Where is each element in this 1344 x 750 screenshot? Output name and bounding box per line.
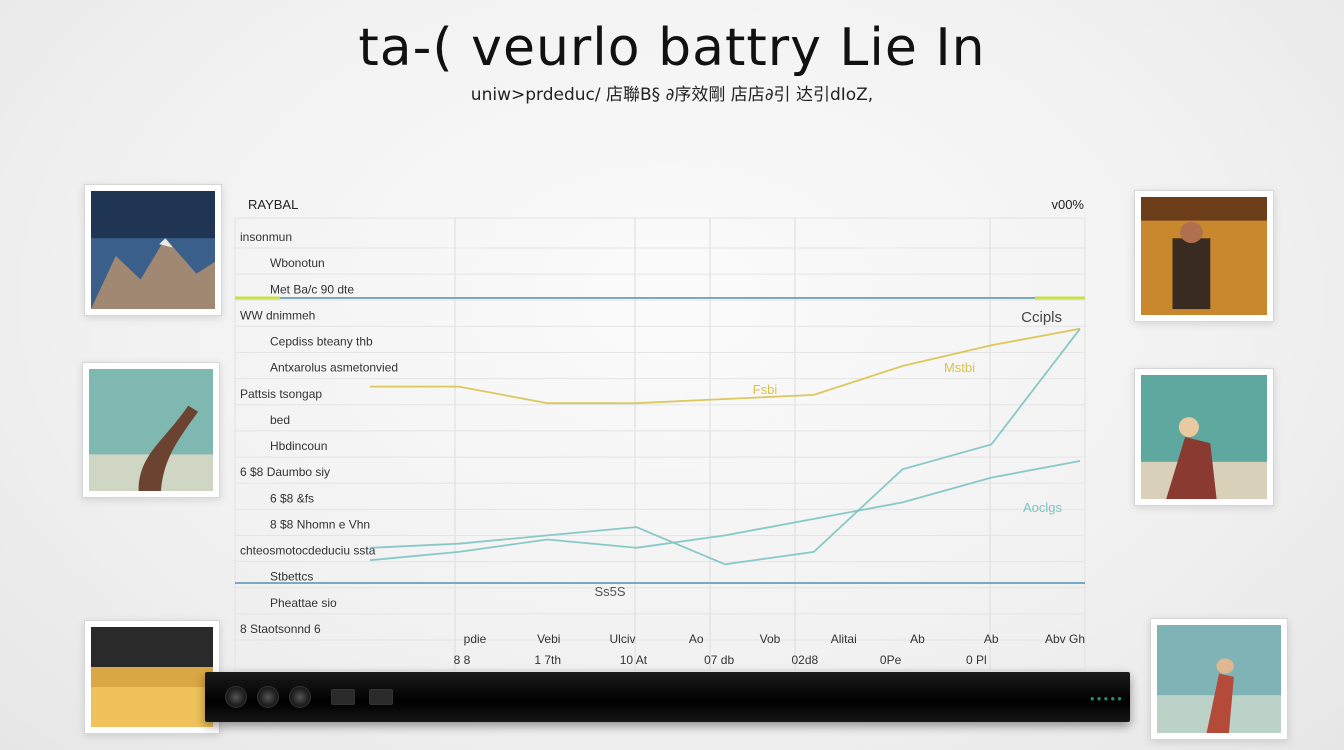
x-axis-labels: pdie Vebi Ulciv Ao Vob Alitai Ab Ab Abv Gh 8 8 1 7… — [454, 632, 1085, 667]
row-labels: insonmun Wbonotun Met Ba/c 90 dte WW dnimme… — [240, 230, 398, 636]
x-tick-label: Ab — [984, 632, 999, 646]
thumbnail-right-3[interactable] — [1150, 618, 1288, 740]
chart-annotation: Ss5S — [594, 584, 625, 599]
chart-series — [369, 327, 1081, 566]
x-tick-label: Ab — [910, 632, 925, 646]
x-tick-label: Vebi — [537, 632, 560, 646]
row-label: Pheattae sio — [270, 596, 337, 610]
chart-annotation: Fsbi — [753, 382, 778, 397]
chart-grid — [234, 217, 1086, 671]
row-label: 6 $8 Daumbo siy — [240, 465, 330, 479]
thumbnail-art — [1141, 375, 1267, 499]
x-value-label: 07 db — [704, 653, 734, 667]
series-line — [369, 328, 1081, 566]
page-title: ta-( veurlo battry Lie In — [358, 18, 986, 78]
thumbnail-art — [89, 369, 213, 491]
thumbnail-left-3[interactable] — [84, 620, 220, 734]
row-label: Hbdincoun — [270, 439, 327, 453]
series-line — [369, 460, 1081, 562]
chart-frame — [234, 217, 1086, 671]
port-icon — [289, 686, 311, 708]
usb-port-icon — [369, 689, 393, 705]
thumbnail-art — [1157, 625, 1281, 733]
port-icon — [225, 686, 247, 708]
x-tick-label: Ulciv — [610, 632, 636, 646]
row-label: 8 Staotsonnd 6 — [240, 622, 321, 636]
series-line — [370, 327, 1081, 405]
usb-port-icon — [331, 689, 355, 705]
thumbnail-left-1[interactable] — [84, 184, 222, 316]
x-value-label: 8 8 — [454, 653, 471, 667]
thumbnail-art — [91, 627, 213, 727]
x-value-label: 0 Pl — [966, 653, 987, 667]
thumbnail-right-1[interactable] — [1134, 190, 1274, 322]
row-label: 8 $8 Nhomn e Vhn — [270, 517, 370, 531]
corner-label-left: RAYBAL — [248, 197, 298, 212]
corner-label-right: v00% — [1051, 197, 1084, 212]
row-label: Antxarolus asmetonvied — [270, 361, 398, 375]
chart-annotations: Ccipls Mstbi Fsbi Aoclgs Ss5S — [594, 309, 1062, 599]
chart-annotation: Aoclgs — [1023, 500, 1063, 515]
row-label: bed — [270, 413, 290, 427]
x-tick-label: Alitai — [831, 632, 857, 646]
status-led-icon: ●●●●● — [1089, 694, 1124, 703]
x-value-label: 0Pe — [880, 653, 902, 667]
row-label: Cepdiss bteany thb — [270, 335, 373, 349]
row-label: 6 $8 &fs — [270, 491, 314, 505]
device-bar: ●●●●● — [205, 672, 1130, 722]
x-value-label: 10 At — [620, 653, 648, 667]
thumbnail-art — [1141, 197, 1267, 315]
row-label: insonmun — [240, 230, 292, 244]
thumbnail-art — [91, 191, 215, 309]
row-label: Stbettcs — [270, 570, 313, 584]
row-label: Pattsis tsongap — [240, 387, 322, 401]
x-tick-label: Vob — [760, 632, 781, 646]
port-icon — [257, 686, 279, 708]
page-subtitle: uniw>prdeduc/ 店聯B§ ∂序效剛 店店∂引 达引dIoZ, — [470, 85, 874, 105]
x-value-label: 1 7th — [534, 653, 561, 667]
row-label: Wbonotun — [270, 256, 325, 270]
thumbnail-left-2[interactable] — [82, 362, 220, 498]
x-tick-label: Abv Gh — [1045, 632, 1085, 646]
row-label: WW dnimmeh — [240, 308, 315, 322]
x-tick-label: Ao — [689, 632, 704, 646]
x-tick-label: pdie — [464, 632, 487, 646]
chart-annotation: Ccipls — [1021, 309, 1062, 326]
thumbnail-right-2[interactable] — [1134, 368, 1274, 506]
row-label: chteosmotocdeduciu ssta — [240, 544, 376, 558]
chart-annotation: Mstbi — [944, 360, 975, 375]
row-label: Met Ba/c 90 dte — [270, 282, 354, 296]
x-value-label: 02d8 — [792, 653, 819, 667]
